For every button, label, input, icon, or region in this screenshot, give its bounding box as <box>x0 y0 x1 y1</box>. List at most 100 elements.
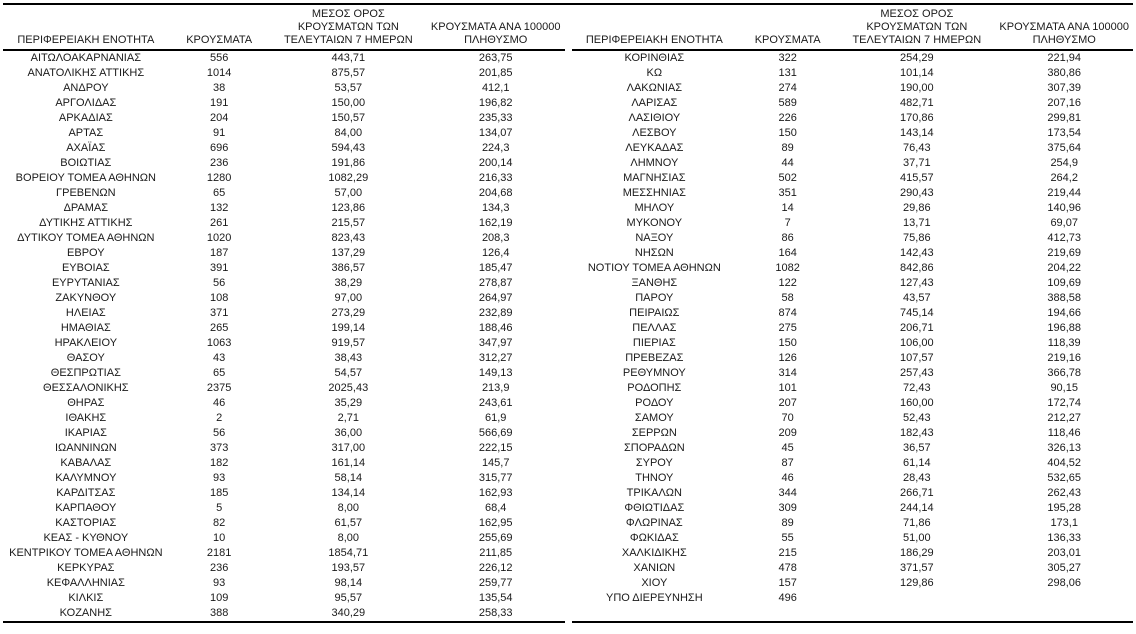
table-row: ΚΩ 131 101,14 380,86 <box>572 66 1134 81</box>
cases-cell: 131 <box>778 67 797 79</box>
table-row: ΚΕΡΚΥΡΑΣ 236 193,57 226,12 <box>3 561 565 576</box>
avg7-cell: 106,00 <box>899 337 934 349</box>
table-row: ΡΟΔΟΠΗΣ 101 72,43 90,15 <box>572 381 1134 396</box>
cases-cell: 274 <box>778 82 797 94</box>
region-cell: ΚΑΡΔΙΤΣΑΣ <box>56 487 116 499</box>
table-row: ΙΘΑΚΗΣ 2 2,71 61,9 <box>3 411 565 426</box>
cases-cell: 44 <box>781 157 794 169</box>
avg7-cell: 51,00 <box>903 532 931 544</box>
table-row: ΔΥΤΙΚΟΥ ΤΟΜΕΑ ΑΘΗΝΩΝ 1020 823,43 208,3 <box>3 231 565 246</box>
region-cell: ΚΑΛΥΜΝΟΥ <box>55 472 117 484</box>
regional-cases-table-right: ΠΕΡΙΦΕΡΕΙΑΚΗ ΕΝΟΤΗΤΑ ΚΡΟΥΣΜΑΤΑ ΜΕΣΟΣ ΟΡΟ… <box>571 6 1134 623</box>
data-table: ΠΕΡΙΦΕΡΕΙΑΚΗ ΕΝΟΤΗΤΑ ΚΡΟΥΣΜΑΤΑ ΜΕΣΟΣ ΟΡΟ… <box>3 6 565 621</box>
regional-cases-tables: ΠΕΡΙΦΕΡΕΙΑΚΗ ΕΝΟΤΗΤΑ ΚΡΟΥΣΜΑΤΑ ΜΕΣΟΣ ΟΡΟ… <box>3 3 1133 623</box>
cases-cell: 82 <box>213 517 226 529</box>
cases-cell: 322 <box>778 52 797 64</box>
region-cell: ΜΑΓΝΗΣΙΑΣ <box>623 172 686 184</box>
per100k-cell: 221,94 <box>1047 52 1082 64</box>
region-cell: ΔΡΑΜΑΣ <box>63 202 109 214</box>
avg7-cell: 2025,43 <box>328 382 369 394</box>
avg7-cell: 28,43 <box>903 472 931 484</box>
table-row: ΘΗΡΑΣ 46 35,29 243,61 <box>3 396 565 411</box>
avg7-cell: 53,57 <box>334 82 363 94</box>
region-cell: ΜΥΚΟΝΟΥ <box>626 217 683 229</box>
cases-cell: 132 <box>209 202 229 214</box>
cases-cell: 2181 <box>206 547 232 559</box>
per100k-cell: 208,3 <box>481 232 510 244</box>
region-cell: ΑΝΔΡΟΥ <box>63 82 109 94</box>
avg7-cell: 2,71 <box>337 412 360 424</box>
per100k-cell: 185,47 <box>478 262 513 274</box>
table-row: ΦΩΚΙΔΑΣ 55 51,00 136,33 <box>572 531 1134 546</box>
table-row: ΦΘΙΩΤΙΔΑΣ 309 244,14 195,28 <box>572 501 1134 516</box>
avg7-cell: 170,86 <box>899 112 934 124</box>
region-cell: ΑΡΤΑΣ <box>68 127 104 139</box>
per100k-cell: 149,13 <box>478 367 513 379</box>
table-row: ΣΠΟΡΑΔΩΝ 45 36,57 326,13 <box>572 441 1134 456</box>
table-row: ΤΡΙΚΑΛΩΝ 344 266,71 262,43 <box>572 486 1134 501</box>
per100k-cell: 232,89 <box>478 307 513 319</box>
region-cell: ΗΜΑΘΙΑΣ <box>60 322 111 334</box>
avg7-cell: 150,00 <box>331 97 366 109</box>
cases-cell: 1020 <box>206 232 232 244</box>
table-row: ΔΡΑΜΑΣ 132 123,86 134,3 <box>3 201 565 216</box>
avg7-cell: 290,43 <box>899 187 934 199</box>
avg7-cell: 76,43 <box>903 142 931 154</box>
per100k-cell: 259,77 <box>478 577 513 589</box>
per100k-cell: 136,33 <box>1047 532 1082 544</box>
cases-cell: 5 <box>216 502 223 514</box>
per100k-header: ΚΡΟΥΣΜΑΤΑ ΑΝΑ 100000 ΠΛΗΘΥΣΜΟ <box>995 6 1133 51</box>
table-row: ΑΡΤΑΣ 91 84,00 134,07 <box>3 126 565 141</box>
per100k-cell: 134,3 <box>481 202 510 214</box>
region-cell: ΦΩΚΙΔΑΣ <box>629 532 679 544</box>
per100k-cell: 412,1 <box>481 82 510 94</box>
avg7-cell: 54,57 <box>334 367 363 379</box>
region-cell: ΚΑΣΤΟΡΙΑΣ <box>55 517 117 529</box>
avg7-cell: 61,14 <box>903 457 931 469</box>
avg7-cell: 244,14 <box>899 502 934 514</box>
per100k-cell: 145,7 <box>481 457 510 469</box>
avg7-cell: 137,29 <box>331 247 366 259</box>
region-cell: ΦΘΙΩΤΙΔΑΣ <box>624 502 685 514</box>
avg7-cell: 191,86 <box>331 157 366 169</box>
region-cell: ΡΕΘΥΜΝΟΥ <box>622 367 686 379</box>
table-row: ΛΑΣΙΘΙΟΥ 226 170,86 299,81 <box>572 111 1134 126</box>
avg7-cell: 482,71 <box>899 97 934 109</box>
cases-cell: 236 <box>209 157 229 169</box>
avg7-cell: 29,86 <box>903 202 931 214</box>
cases-cell: 696 <box>209 142 229 154</box>
regional-cases-table-left: ΠΕΡΙΦΕΡΕΙΑΚΗ ΕΝΟΤΗΤΑ ΚΡΟΥΣΜΑΤΑ ΜΕΣΟΣ ΟΡΟ… <box>3 6 565 623</box>
region-header: ΠΕΡΙΦΕΡΕΙΑΚΗ ΕΝΟΤΗΤΑ <box>571 6 738 51</box>
table-row: ΣΥΡΟΥ 87 61,14 404,52 <box>572 456 1134 471</box>
region-cell: ΥΠΟ ΔΙΕΡΕΥΝΗΣΗ <box>605 592 703 604</box>
avg7-cell: 594,43 <box>331 142 366 154</box>
cases-cell: 164 <box>778 247 797 259</box>
table-row: ΚΑΣΤΟΡΙΑΣ 82 61,57 162,95 <box>3 516 565 531</box>
avg7-cell: 745,14 <box>899 307 934 319</box>
avg7-cell: 273,29 <box>331 307 366 319</box>
avg7-cell: 443,71 <box>331 52 366 64</box>
table-row: ΥΠΟ ΔΙΕΡΕΥΝΗΣΗ 496 <box>572 591 1134 606</box>
avg7-cell: 95,57 <box>334 592 363 604</box>
region-cell: ΜΕΣΣΗΝΙΑΣ <box>622 187 686 199</box>
avg7-cell: 161,14 <box>331 457 366 469</box>
per100k-cell: 404,52 <box>1047 457 1082 469</box>
per100k-cell: 305,27 <box>1047 562 1082 574</box>
region-cell: ΣΕΡΡΩΝ <box>631 427 677 439</box>
per100k-cell: 162,95 <box>478 517 513 529</box>
per100k-cell: 204,68 <box>478 187 513 199</box>
table-row: ΛΕΥΚΑΔΑΣ 89 76,43 375,64 <box>572 141 1134 156</box>
table-row: ΛΗΜΝΟΥ 44 37,71 254,9 <box>572 156 1134 171</box>
table-row: ΝΟΤΙΟΥ ΤΟΜΕΑ ΑΘΗΝΩΝ 1082 842,86 204,22 <box>572 261 1134 276</box>
avg7-cell: 8,00 <box>337 532 360 544</box>
table-row: ΞΑΝΘΗΣ 122 127,43 109,69 <box>572 276 1134 291</box>
table-row: ΕΥΒΟΙΑΣ 391 386,57 185,47 <box>3 261 565 276</box>
avg7-cell: 193,57 <box>331 562 366 574</box>
cases-cell: 109 <box>209 592 229 604</box>
region-cell: ΗΛΕΙΑΣ <box>65 307 106 319</box>
avg7-cell: 35,29 <box>334 397 363 409</box>
per100k-cell: 219,44 <box>1047 187 1082 199</box>
cases-cell: 1063 <box>206 337 232 349</box>
cases-cell: 191 <box>209 97 229 109</box>
